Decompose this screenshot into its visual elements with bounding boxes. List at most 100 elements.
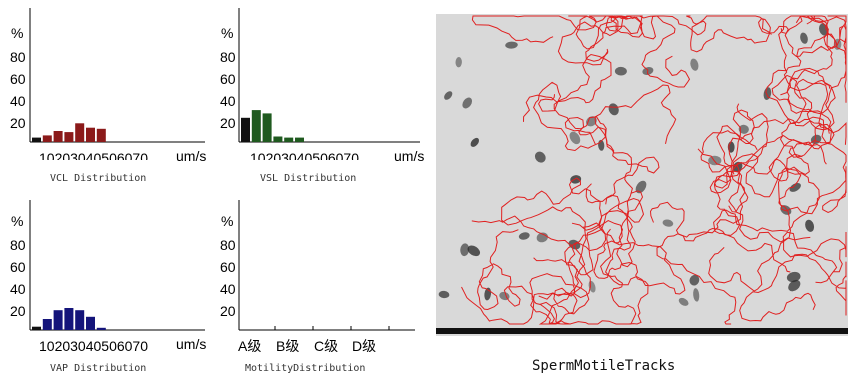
vsl-chart: % 80 60 40 20 10203040506070 um/s VSL Di… <box>215 0 435 185</box>
ytick-label: 80 <box>10 49 26 65</box>
sperm-cell <box>608 103 619 116</box>
sperm-cell <box>467 245 481 257</box>
histogram-bar <box>86 127 95 142</box>
sperm-cell <box>438 290 450 299</box>
histogram-bar <box>32 137 41 142</box>
sperm-cell <box>462 97 473 109</box>
sperm-cell <box>444 91 453 100</box>
sperm-cell <box>738 124 749 134</box>
vcl-bars <box>32 123 106 142</box>
histogram-bar <box>284 137 294 142</box>
ytick-label: 20 <box>10 115 26 131</box>
sperm-cell <box>614 66 627 76</box>
vap-bars <box>32 308 106 330</box>
grade-label-b: B级 <box>276 338 299 352</box>
motile-track <box>739 253 847 322</box>
motile-track <box>538 116 645 300</box>
percent-label: % <box>11 213 23 229</box>
motile-track <box>690 15 836 58</box>
motile-track <box>585 84 677 204</box>
motile-track <box>700 130 820 273</box>
sperm-cell <box>789 182 801 192</box>
grade-label-d: D级 <box>352 338 376 352</box>
sperm-cell <box>470 137 479 147</box>
percent-label: % <box>221 25 233 41</box>
vap-chart-svg: % 80 60 40 20 10203040506070 <box>10 200 205 354</box>
motile-track <box>471 215 590 325</box>
histogram-bar <box>273 136 283 142</box>
sperm-cell <box>635 180 647 194</box>
sperm-cell <box>690 58 699 71</box>
chart-caption: VCL Distribution <box>50 173 147 184</box>
histogram-bar <box>251 110 261 142</box>
motile-track <box>564 190 644 276</box>
motile-track <box>523 53 612 152</box>
ytick-label: 40 <box>10 281 26 297</box>
grade-label-a: A级 <box>238 338 261 352</box>
ytick-label: 40 <box>10 93 26 109</box>
sperm-tracks-image <box>436 14 848 336</box>
motile-track <box>530 228 637 325</box>
histogram-bar <box>86 316 95 330</box>
motile-track <box>778 15 847 96</box>
percent-label: % <box>11 25 23 41</box>
motile-track <box>782 231 847 284</box>
xtick-labels: 10203040506070 <box>39 150 148 160</box>
motile-track <box>461 229 535 325</box>
sperm-cell <box>763 87 772 100</box>
motile-track <box>786 15 836 114</box>
sperm-cell <box>708 155 722 166</box>
histogram-bar <box>96 128 106 142</box>
motile-track <box>765 33 847 134</box>
motile-track <box>714 103 811 243</box>
motile-track <box>557 15 707 66</box>
histogram-bar <box>42 135 52 142</box>
tracks-bottom-bar <box>436 328 848 334</box>
chart-caption: MotilityDistribution <box>245 363 366 374</box>
vap-chart: % 80 60 40 20 10203040506070 um/s VAP Di… <box>0 192 215 380</box>
vcl-chart: % 80 60 40 20 10203040506070 um/s VCL Di… <box>0 0 215 185</box>
ytick-label: 60 <box>10 71 26 87</box>
motile-track <box>732 116 847 214</box>
sperm-cell <box>800 32 808 44</box>
vsl-chart-svg: % 80 60 40 20 10203040506070 <box>220 8 420 166</box>
motile-track <box>585 15 691 88</box>
sperm-cell <box>505 41 518 49</box>
histogram-bar <box>64 308 74 330</box>
sperm-cell <box>455 57 462 68</box>
ytick-label: 80 <box>220 237 236 253</box>
ytick-label: 80 <box>10 237 26 253</box>
ytick-label: 60 <box>220 259 236 275</box>
sperm-cell <box>805 219 815 232</box>
sperm-cell <box>689 274 700 286</box>
motile-track <box>471 15 643 43</box>
tracks-caption: SpermMotileTracks <box>532 358 676 374</box>
sperm-cell <box>518 232 530 240</box>
ytick-label: 20 <box>220 303 236 319</box>
unit-label: um/s <box>394 148 425 164</box>
sperm-cell <box>788 279 801 292</box>
sperm-cell <box>662 219 674 227</box>
motility-chart-svg: % 80 60 40 20 A级 B级 C级 D级 <box>220 200 415 354</box>
chart-caption: VSL Distribution <box>260 173 357 184</box>
sperm-cell <box>693 288 700 302</box>
unit-label: um/s <box>176 148 207 164</box>
grade-label-c: C级 <box>314 338 338 352</box>
motile-track <box>708 166 847 292</box>
unit-label: um/s <box>176 336 207 352</box>
sperm-cell <box>810 134 822 145</box>
histogram-bar <box>64 132 74 142</box>
ytick-label: 60 <box>10 259 26 275</box>
ytick-label: 40 <box>220 281 236 297</box>
percent-label: % <box>221 213 233 229</box>
ytick-label: 80 <box>220 49 236 65</box>
ytick-label: 20 <box>220 115 236 131</box>
motile-track <box>656 170 749 325</box>
histogram-bar <box>53 131 63 142</box>
histogram-bar <box>295 137 304 142</box>
histogram-bar <box>75 123 85 142</box>
histogram-bar <box>53 310 63 330</box>
histogram-bar <box>32 326 41 330</box>
chart-caption: VAP Distribution <box>50 363 147 374</box>
xtick-labels: 10203040506070 <box>39 338 148 352</box>
